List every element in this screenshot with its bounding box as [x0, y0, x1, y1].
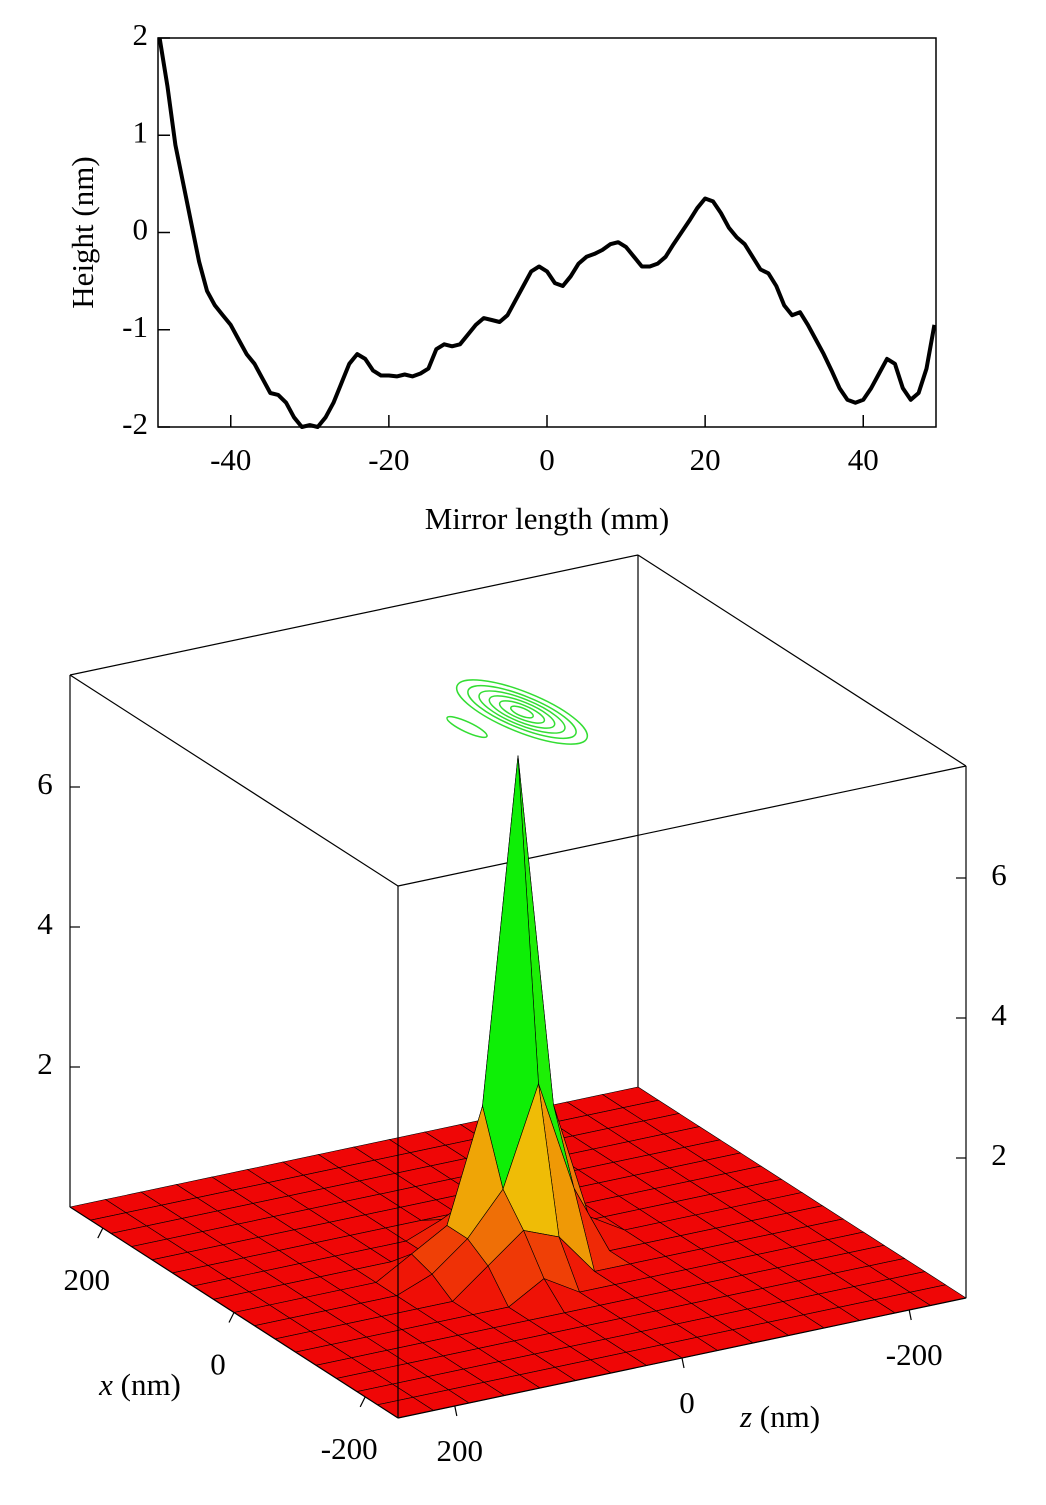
x-tick-label: 40 [848, 442, 879, 477]
surface [69, 755, 967, 1419]
x-tick-label: 200 [64, 1262, 111, 1297]
contour [478, 690, 566, 734]
h-tick-label: 6 [991, 857, 1007, 892]
contour [498, 700, 546, 724]
y-tick-label: 1 [133, 114, 149, 149]
y-tick-label: -1 [122, 309, 148, 344]
contour-set [446, 679, 589, 745]
y-axis-title: Height (nm) [65, 156, 100, 308]
contour [510, 705, 534, 719]
box-edge [69, 554, 639, 676]
contour [488, 695, 556, 729]
z-tick-label: 0 [679, 1385, 695, 1420]
axis-variable: z [739, 1399, 752, 1434]
contour [455, 679, 589, 745]
x-tick-label: -40 [210, 442, 251, 477]
h-tick-label: 2 [991, 1137, 1007, 1172]
z-tick [908, 1309, 912, 1321]
z-tick-label: -200 [886, 1337, 943, 1372]
box-edge [69, 674, 399, 887]
box-edge [397, 765, 967, 887]
x-tick-label: 20 [690, 442, 721, 477]
h-tick-label: 4 [991, 997, 1007, 1032]
plot-frame [157, 37, 937, 428]
contour [446, 715, 488, 739]
x-tick [228, 1312, 235, 1323]
x-tick-label: -20 [368, 442, 409, 477]
z-tick-label: 200 [437, 1433, 484, 1468]
x-tick [359, 1396, 366, 1408]
h-tick-label: 4 [37, 906, 53, 941]
x-axis-title: Mirror length (mm) [425, 501, 670, 536]
z-axis-title: z (nm) [739, 1399, 820, 1434]
axis-unit: (nm) [760, 1399, 820, 1434]
x-tick [97, 1227, 104, 1239]
line-series [157, 37, 937, 429]
x-axis-title: x (nm) [98, 1367, 181, 1402]
x-tick-label: 0 [539, 442, 555, 477]
x-tick-label: 0 [210, 1347, 226, 1382]
h-tick-label: 6 [37, 766, 53, 801]
z-tick [681, 1357, 685, 1369]
z-tick [454, 1405, 458, 1417]
h-tick-label: 2 [37, 1046, 53, 1081]
contour [467, 684, 577, 740]
y-tick-label: -2 [122, 406, 148, 441]
x-tick-label: -200 [321, 1431, 378, 1466]
axis-unit: (nm) [121, 1367, 181, 1402]
axis-variable: x [98, 1367, 113, 1402]
box-edge [637, 554, 967, 767]
y-tick-label: 2 [133, 17, 149, 52]
y-tick-label: 0 [133, 212, 149, 247]
